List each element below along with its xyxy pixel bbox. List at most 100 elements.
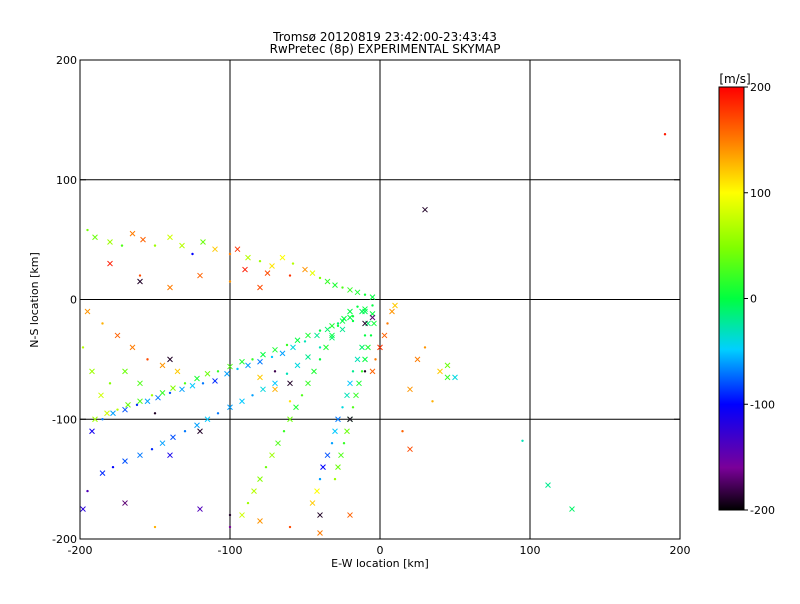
y-axis-label: N-S location [km] xyxy=(28,252,41,348)
data-point-dot xyxy=(251,358,254,361)
data-point-dot xyxy=(270,355,274,359)
data-point-x xyxy=(314,488,320,494)
data-point-x xyxy=(338,452,344,459)
data-point-x xyxy=(129,230,136,237)
data-point-dot xyxy=(285,372,289,375)
data-point-x xyxy=(234,246,241,253)
data-point-x xyxy=(392,302,398,309)
data-point-x xyxy=(362,306,368,312)
data-point-x xyxy=(257,284,263,291)
data-point-x xyxy=(227,404,233,411)
data-point-x xyxy=(371,320,377,327)
data-point-x xyxy=(242,266,248,273)
data-point-dot xyxy=(351,319,355,323)
data-point-x xyxy=(329,334,335,341)
data-point-dot xyxy=(336,322,340,325)
x-tick-label: 100 xyxy=(520,544,541,557)
data-point-dot xyxy=(288,274,292,277)
data-point-x xyxy=(257,476,263,482)
data-point-dot xyxy=(228,513,232,517)
data-point-dot xyxy=(282,430,286,433)
x-tick-label: -100 xyxy=(218,544,243,557)
data-point-dot xyxy=(81,346,85,349)
data-point-dot xyxy=(101,418,104,421)
data-point-x xyxy=(89,368,95,375)
data-point-dot xyxy=(86,228,89,232)
data-point-x xyxy=(122,458,128,465)
data-point-x xyxy=(251,488,257,494)
data-point-dot xyxy=(401,430,404,433)
data-point-x xyxy=(377,344,383,351)
data-point-x xyxy=(332,428,338,435)
data-point-dot xyxy=(356,305,359,308)
data-point-dot xyxy=(363,370,367,373)
data-point-dot xyxy=(363,334,367,337)
data-point-dot xyxy=(228,252,232,256)
data-point-x xyxy=(170,385,176,391)
data-point-x xyxy=(84,308,91,315)
data-point-x xyxy=(353,392,359,399)
data-point-x xyxy=(92,234,98,241)
data-points xyxy=(80,133,667,536)
chart-subtitle: RwPretec (8p) EXPERIMENTAL SKYMAP xyxy=(270,42,501,56)
data-point-x xyxy=(287,380,293,387)
data-point-x xyxy=(107,239,113,245)
data-point-x xyxy=(239,512,245,518)
data-point-x xyxy=(362,356,368,363)
data-point-x xyxy=(369,368,376,375)
data-point-x xyxy=(279,254,286,261)
data-point-x xyxy=(444,362,451,369)
data-point-dot xyxy=(153,525,157,529)
y-tick-label: 200 xyxy=(56,54,77,67)
data-point-x xyxy=(354,289,361,296)
data-point-x xyxy=(257,518,263,524)
y-tick-label: -200 xyxy=(52,533,77,546)
data-point-x xyxy=(272,386,278,393)
x-tick-label: 0 xyxy=(377,544,384,557)
data-point-x xyxy=(389,308,395,315)
data-point-dot xyxy=(168,391,172,395)
colorbar-tick-label: 200 xyxy=(750,81,771,94)
data-point-dot xyxy=(111,465,115,469)
data-point-dot xyxy=(318,346,322,349)
data-point-x xyxy=(107,260,113,267)
data-point-x xyxy=(452,374,458,381)
data-point-dot xyxy=(153,244,157,247)
data-point-dot xyxy=(351,315,355,318)
data-point-x xyxy=(369,314,376,321)
data-point-x xyxy=(227,363,233,370)
data-point-dot xyxy=(183,382,187,385)
data-point-x xyxy=(335,416,341,423)
data-point-x xyxy=(197,506,203,512)
data-point-x xyxy=(122,406,128,413)
data-point-dot xyxy=(285,343,289,347)
data-point-dot xyxy=(258,259,262,263)
data-point-x xyxy=(129,344,136,351)
data-point-x xyxy=(324,278,331,285)
colorbar-tick-label: -200 xyxy=(750,504,775,517)
data-point-x xyxy=(212,378,218,384)
data-point-x xyxy=(294,337,301,344)
data-point-x xyxy=(305,354,311,360)
data-point-x xyxy=(437,368,443,375)
data-point-x xyxy=(332,282,338,288)
data-point-x xyxy=(309,270,316,277)
data-point-x xyxy=(194,375,200,382)
data-point-dot xyxy=(423,346,427,349)
data-point-x xyxy=(167,452,173,459)
data-point-x xyxy=(189,382,196,389)
data-point-x xyxy=(324,326,331,333)
data-point-x xyxy=(362,320,368,327)
data-point-x xyxy=(323,344,329,351)
colorbar-tick-label: 100 xyxy=(750,187,771,200)
data-point-x xyxy=(347,416,353,423)
data-point-dot xyxy=(363,293,367,296)
data-point-dot xyxy=(300,394,304,397)
data-point-dot xyxy=(228,525,232,529)
data-point-x xyxy=(314,332,320,339)
colorbar-tick-label: 0 xyxy=(750,293,757,306)
data-point-x xyxy=(317,530,323,536)
data-point-x xyxy=(359,344,365,351)
data-point-x xyxy=(545,482,551,488)
data-point-x xyxy=(260,351,266,358)
